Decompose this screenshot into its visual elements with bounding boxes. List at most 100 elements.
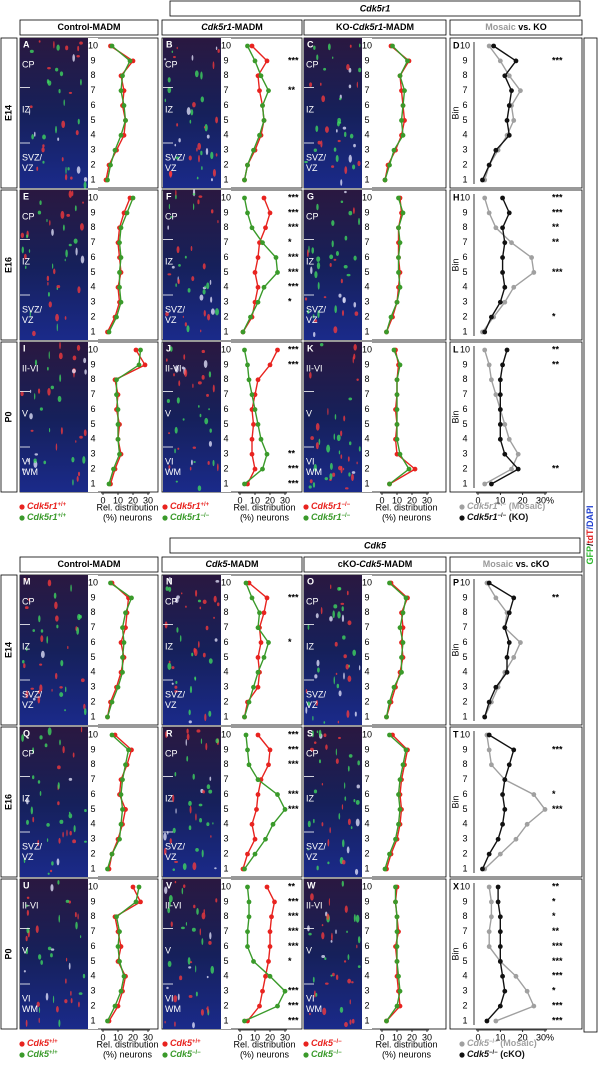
cell — [79, 41, 83, 45]
significance: ** — [552, 359, 560, 369]
cell — [24, 577, 27, 581]
cell — [357, 760, 360, 766]
bin-number: 5 — [462, 956, 467, 966]
zone-label: VZ — [165, 315, 177, 325]
legend-label: Cdk5+/+ — [27, 1049, 58, 1059]
cell — [59, 71, 64, 77]
column-header-part: -MADM — [383, 22, 414, 32]
bin-number: 2 — [90, 159, 95, 169]
x-tick-label: 0 — [237, 1032, 242, 1042]
cell — [334, 305, 337, 314]
data-point — [136, 884, 142, 890]
cell — [59, 739, 61, 746]
cell — [77, 118, 80, 125]
legend-suffix: (Mosaic) — [498, 1038, 537, 1048]
cell — [169, 346, 173, 352]
cell — [74, 912, 77, 918]
cell — [171, 682, 174, 685]
cell — [335, 129, 338, 133]
cell — [313, 319, 318, 323]
data-point — [391, 347, 397, 353]
cell — [333, 147, 337, 152]
bin-number: 1 — [364, 174, 369, 184]
bin-number: 9 — [364, 359, 369, 369]
bin-number: 9 — [364, 744, 369, 754]
cell — [167, 273, 172, 276]
cell — [315, 442, 319, 450]
cell — [38, 1007, 41, 1013]
panel-letter: I — [23, 343, 26, 353]
bin-number: 5 — [364, 115, 369, 125]
zone-label: WM — [165, 1004, 181, 1014]
cell — [177, 993, 180, 1001]
cell — [168, 465, 171, 469]
data-point — [384, 329, 389, 335]
data-point — [531, 270, 537, 275]
cell — [25, 904, 28, 907]
cell — [348, 472, 351, 477]
cell — [68, 813, 73, 819]
data-point — [486, 162, 492, 168]
cell — [346, 846, 350, 854]
panel-letter: U — [23, 880, 30, 890]
cell — [197, 641, 200, 648]
column-header-box — [303, 19, 447, 36]
cell — [63, 99, 65, 106]
cell — [188, 966, 192, 969]
cell — [321, 955, 326, 959]
cell — [72, 479, 74, 486]
data-point — [246, 762, 252, 768]
cell — [346, 930, 348, 934]
bin-number: 1 — [462, 863, 467, 873]
cell — [334, 414, 337, 420]
data-point — [384, 1018, 389, 1024]
cell — [55, 125, 57, 134]
bin-number: 7 — [462, 926, 467, 936]
data-point — [267, 929, 273, 935]
data-point — [399, 118, 404, 123]
cell — [344, 235, 348, 241]
cell — [206, 975, 209, 979]
zone-label: IZ — [22, 641, 31, 651]
cell — [206, 393, 209, 397]
bin-number: 5 — [364, 652, 369, 662]
cell — [345, 663, 349, 670]
cell — [318, 729, 322, 737]
column-header-box — [449, 556, 583, 573]
data-point — [511, 655, 517, 660]
panel-frame — [449, 726, 583, 878]
bin-number: 2 — [364, 311, 369, 321]
zone-label: VZ — [306, 852, 318, 862]
panel-frame — [161, 726, 303, 878]
cell — [192, 188, 196, 197]
cell — [61, 157, 64, 162]
cell — [29, 389, 32, 394]
data-point — [118, 132, 124, 138]
bin-number: 9 — [90, 896, 95, 906]
bin-number: 9 — [462, 896, 467, 906]
data-point — [509, 466, 514, 472]
data-point — [273, 255, 279, 260]
data-point — [114, 314, 119, 320]
cell — [208, 371, 212, 378]
bin-number: 2 — [90, 696, 95, 706]
cell — [75, 440, 77, 443]
bin-number: 7 — [364, 622, 369, 632]
data-point — [515, 451, 521, 457]
cell — [199, 817, 203, 823]
section-title: Cdk5 — [364, 540, 387, 550]
cell — [307, 820, 311, 828]
cell — [175, 808, 177, 814]
cell — [333, 326, 338, 334]
data-point — [255, 669, 261, 675]
cell — [71, 456, 75, 463]
cell — [354, 311, 359, 316]
data-point — [240, 329, 246, 335]
zone-label: SVZ/ — [22, 152, 43, 162]
cell — [335, 929, 337, 934]
significance: *** — [552, 1000, 563, 1010]
cell — [348, 441, 352, 446]
bin-number: 8 — [364, 222, 369, 232]
significance: *** — [288, 282, 299, 292]
bin-number: 3 — [364, 449, 369, 459]
